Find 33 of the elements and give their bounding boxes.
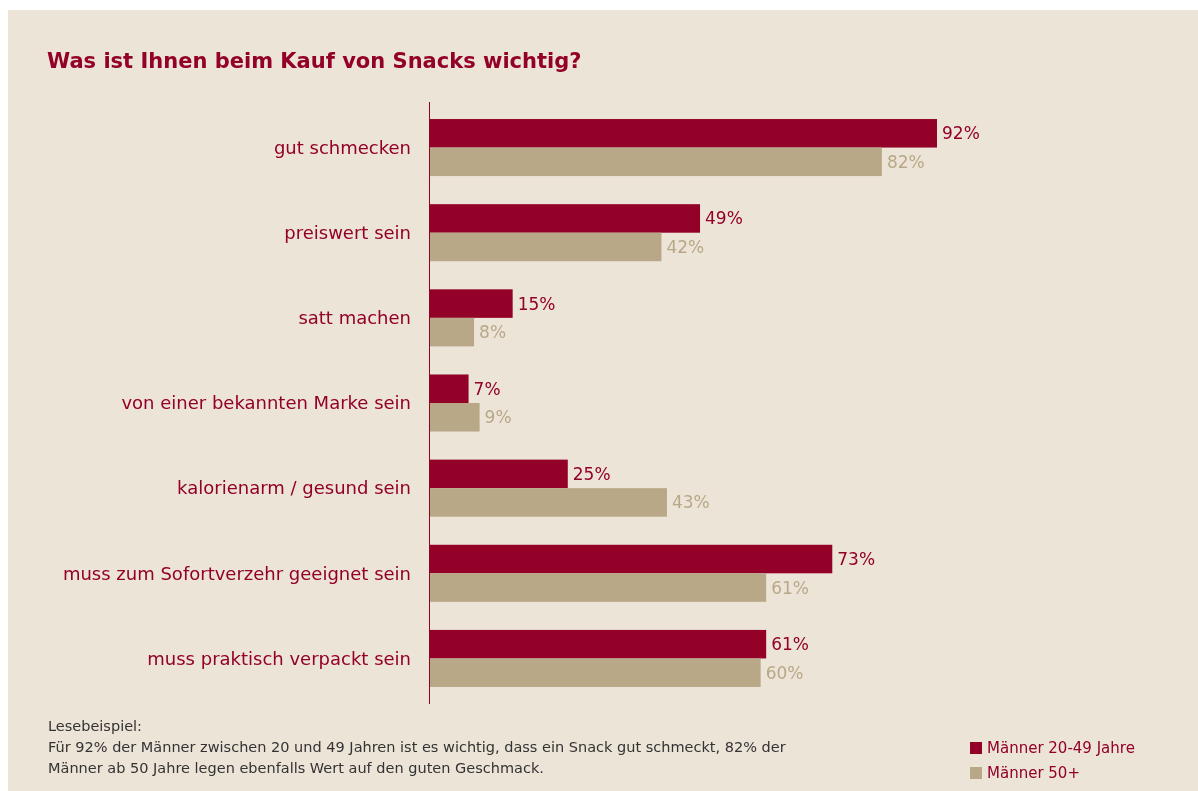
y-tick-label: von einer bekannten Marke sein xyxy=(121,392,411,414)
data-label: 25% xyxy=(572,463,611,484)
bar xyxy=(430,232,662,262)
data-label: 8% xyxy=(479,322,507,343)
data-label: 42% xyxy=(666,236,705,257)
y-tick-label: muss praktisch verpackt sein xyxy=(147,647,411,669)
data-label: 61% xyxy=(771,634,809,655)
bar xyxy=(430,658,761,687)
data-label: 60% xyxy=(765,662,804,683)
data-label: 7% xyxy=(473,378,501,399)
text: Lesebeispiel: xyxy=(48,718,142,734)
y-tick-label: muss zum Sofortverzehr geeignet sein xyxy=(62,562,411,584)
data-label: 61% xyxy=(771,577,809,598)
data-label: 15% xyxy=(517,293,556,314)
data-label: 73% xyxy=(837,548,876,569)
legend-label: Männer 20-49 Jahre xyxy=(987,739,1135,758)
y-tick-label: gut schmecken xyxy=(273,136,411,158)
data-label: 92% xyxy=(942,123,980,144)
text: Für 92% der Männer zwischen 20 und 49 Jahren ist es wichtig, dass ein Snack gut schmeckt, 82% der Männer ab 50 Jahre legen ebenfalls Wert auf den guten Geschmack. xyxy=(48,739,786,776)
legend-label: Männer 50+ xyxy=(987,764,1080,783)
bar xyxy=(430,573,767,602)
chart-title: Was ist Ihnen beim Kauf von Snacks wichtig? xyxy=(47,49,582,73)
bar xyxy=(430,403,480,432)
data-label: 82% xyxy=(886,151,925,172)
data-label: 43% xyxy=(671,492,710,513)
bar xyxy=(430,317,475,347)
y-tick-label: preiswert sein xyxy=(284,222,411,243)
y-tick-label: kalorienarm / gesund sein xyxy=(177,477,411,499)
bar xyxy=(430,488,667,517)
data-label: 49% xyxy=(705,208,743,229)
bar xyxy=(430,147,882,177)
data-label: 9% xyxy=(484,407,512,428)
y-tick-label: satt machen xyxy=(298,307,411,329)
